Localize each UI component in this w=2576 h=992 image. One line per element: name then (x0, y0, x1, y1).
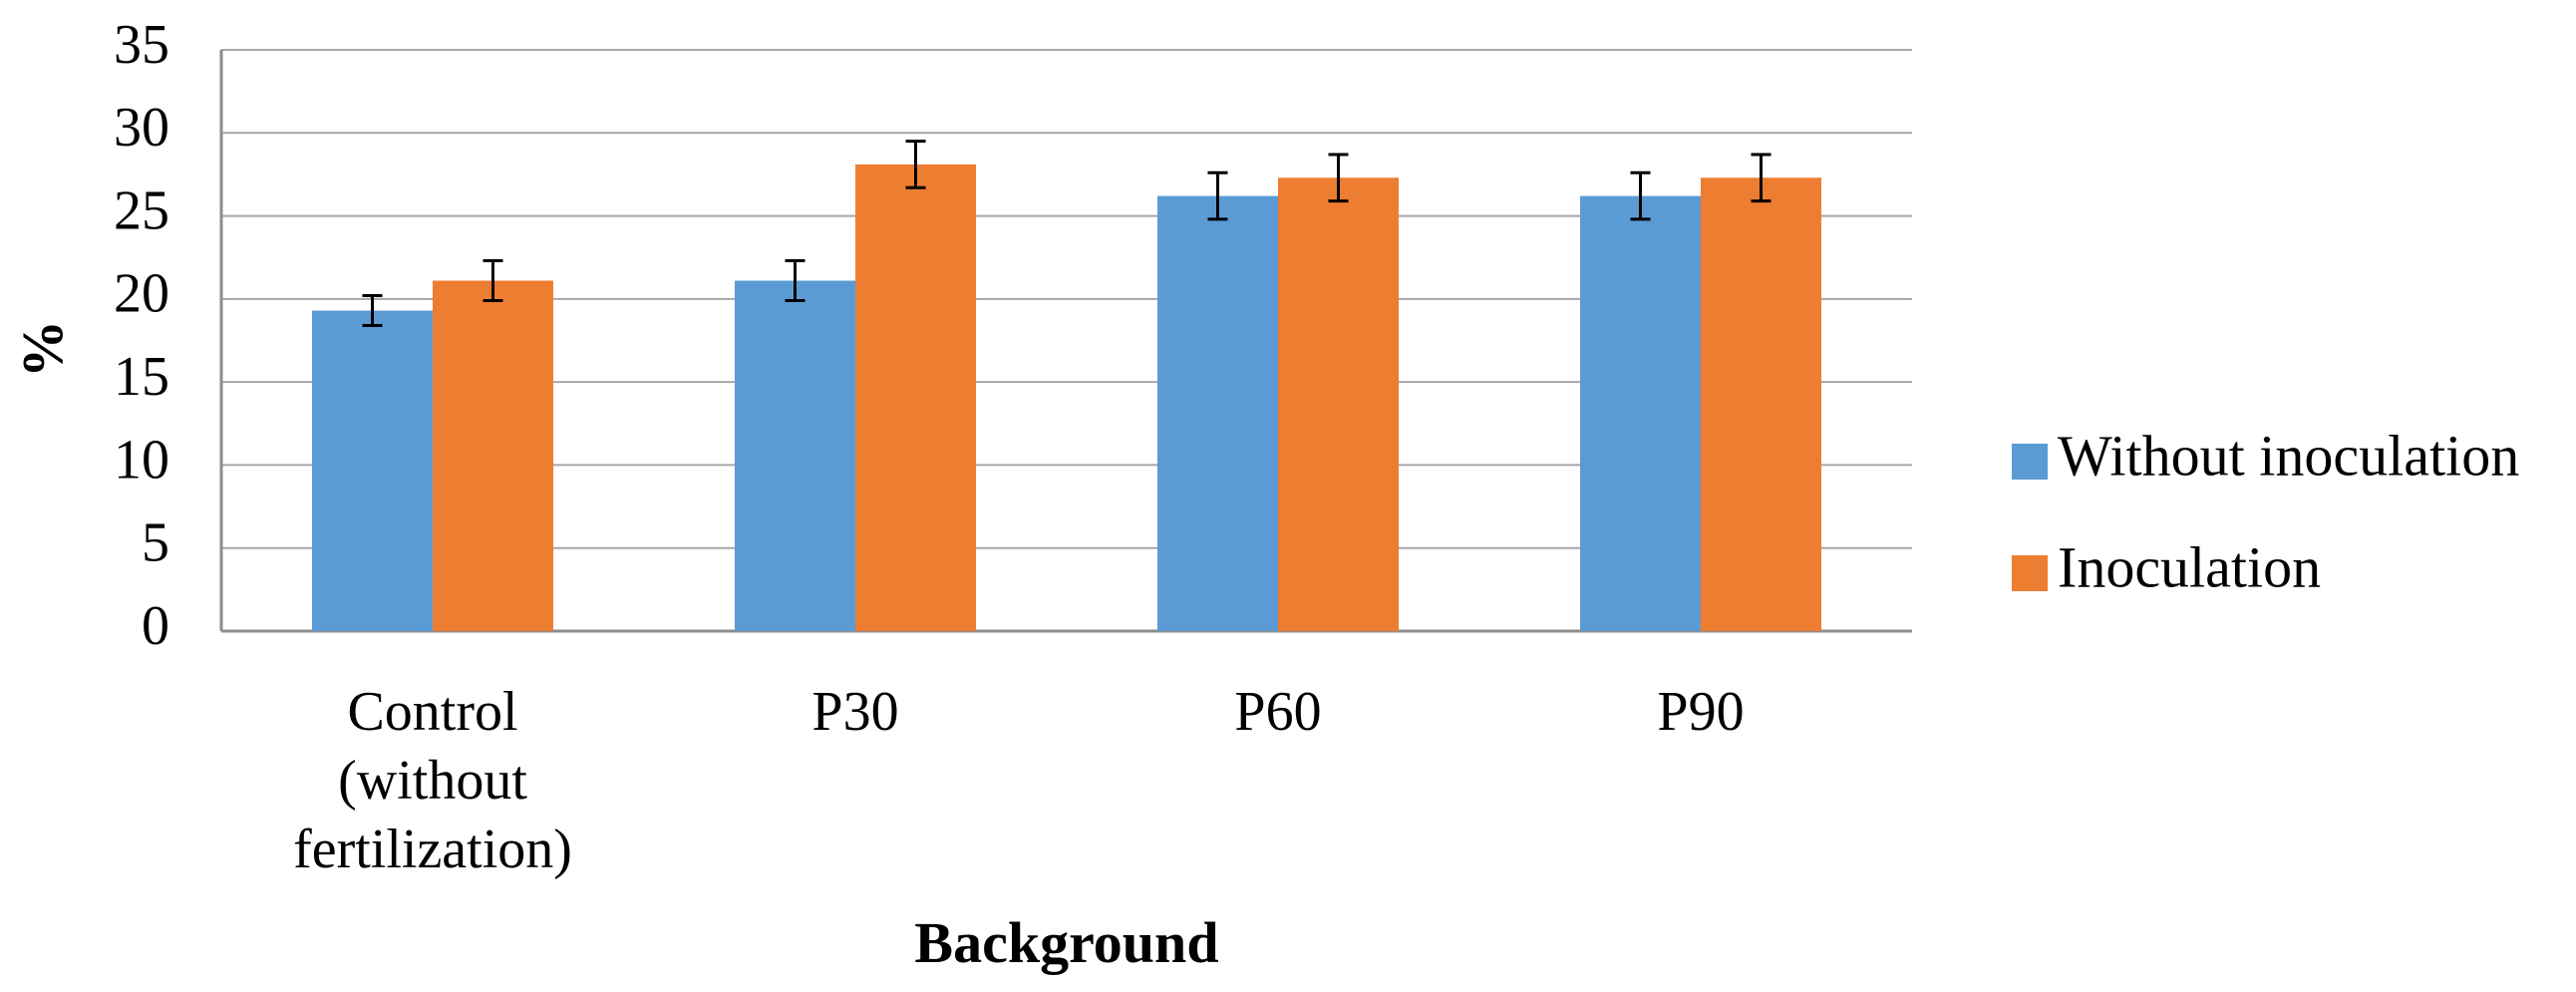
y-tick-label: 5 (142, 512, 169, 574)
legend: Without inoculation Inoculation (2012, 423, 2519, 599)
error-bars (362, 140, 1771, 328)
bars (312, 164, 1821, 632)
legend-item: Without inoculation (2012, 423, 2519, 488)
bar (1580, 195, 1701, 631)
bar (1701, 177, 1821, 631)
legend-label: Without inoculation (2058, 423, 2519, 488)
x-tick-labels: Control (without fertilization) P30 P60 P90 (293, 681, 1745, 880)
legend-label: Inoculation (2058, 534, 2321, 599)
y-tick-label: 35 (114, 14, 169, 76)
bar (433, 280, 553, 631)
error-bar (1328, 153, 1349, 203)
y-tick-label: 10 (114, 429, 169, 491)
legend-swatch (2012, 444, 2048, 480)
y-tick-label: 0 (142, 595, 169, 657)
error-bar (1630, 170, 1651, 221)
error-bar (483, 259, 503, 303)
y-tick-label: 25 (114, 179, 169, 241)
y-axis-title: % (10, 320, 75, 378)
bar (855, 164, 976, 632)
x-tick-label: P60 (1234, 681, 1321, 743)
y-tick-label: 20 (114, 263, 169, 325)
error-bar (785, 259, 805, 303)
bar (1157, 195, 1278, 631)
error-bar (1207, 170, 1228, 221)
legend-item: Inoculation (2012, 534, 2321, 599)
error-bar (362, 294, 383, 328)
legend-swatch (2012, 555, 2048, 591)
x-tick-label: Control (without fertilization) (293, 681, 572, 880)
bar (735, 280, 855, 631)
error-bar (905, 140, 926, 189)
error-bar (1751, 153, 1771, 203)
x-axis-title: Background (914, 910, 1218, 975)
x-tick-label: P30 (811, 681, 898, 743)
y-tick-label: 30 (114, 97, 169, 159)
y-tick-labels: 0 5 10 15 20 25 30 35 (114, 14, 169, 657)
x-tick-label: P90 (1657, 681, 1744, 743)
y-tick-label: 15 (114, 346, 169, 408)
bar (312, 310, 433, 631)
bar (1278, 177, 1399, 631)
